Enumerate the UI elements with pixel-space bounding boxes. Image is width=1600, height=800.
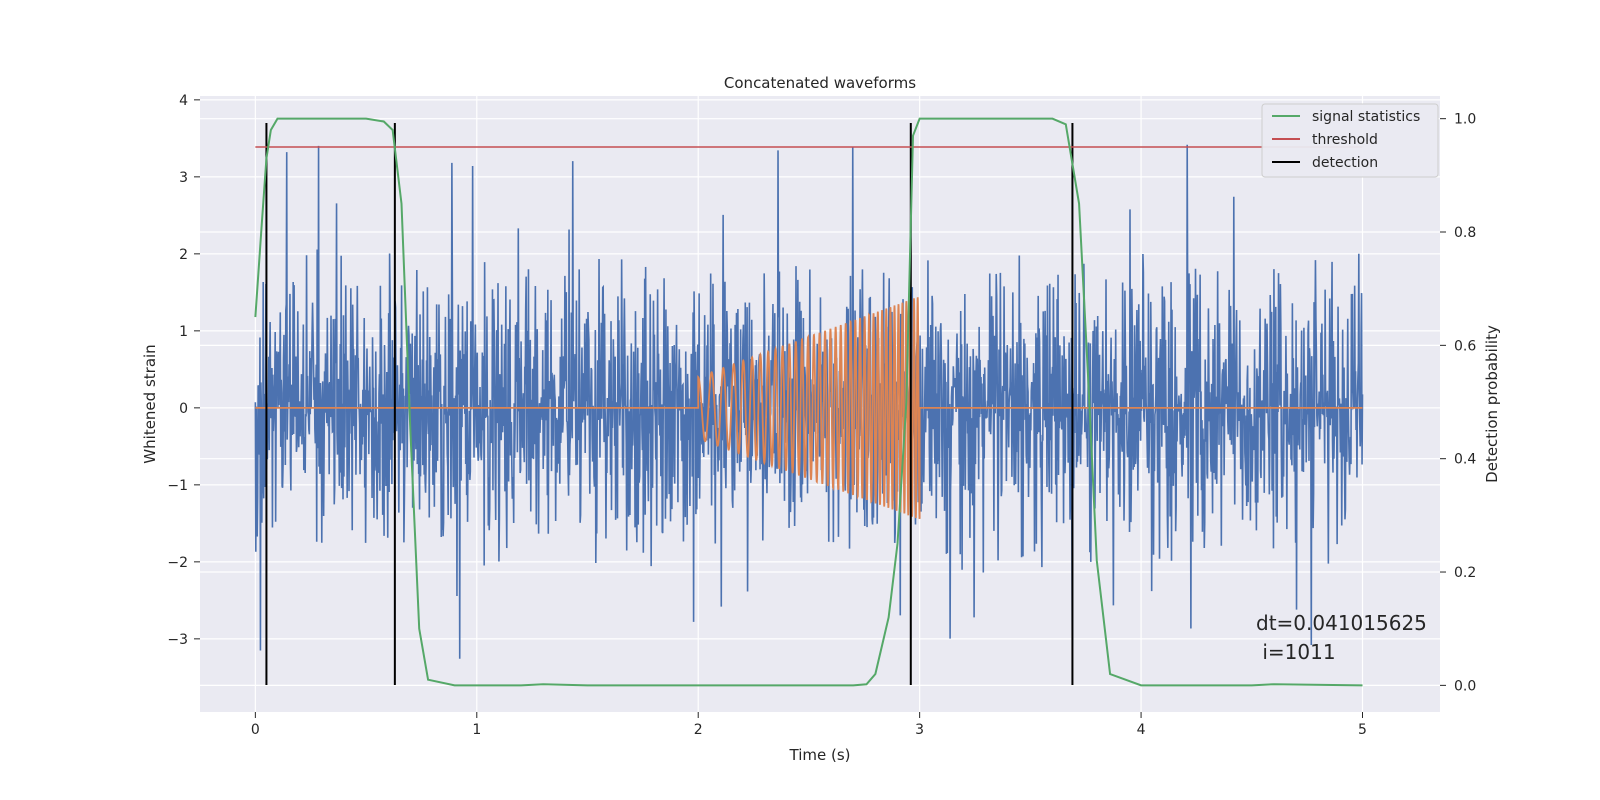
y-tick-label: 1 bbox=[179, 324, 188, 340]
y2-tick-label: 0.0 bbox=[1454, 678, 1476, 694]
y2-axis-label: Detection probability bbox=[1483, 325, 1501, 483]
y2-tick-label: 0.6 bbox=[1454, 338, 1476, 354]
axes: 0 1 2 3 4 5 −3 −2 −1 0 1 2 3 4 0.0 0.2 0.4 0.6 0.8 1.0 bbox=[167, 93, 1476, 738]
legend-label-signal: signal statistics bbox=[1312, 109, 1420, 125]
x-tick-label: 5 bbox=[1358, 722, 1367, 738]
grid bbox=[200, 96, 1440, 712]
x-axis-label: Time (s) bbox=[789, 746, 851, 764]
legend: signal statistics threshold detection bbox=[1261, 103, 1439, 178]
y-tick-label: −3 bbox=[167, 632, 188, 648]
y2-tick-label: 1.0 bbox=[1454, 112, 1476, 128]
y-tick-label: −1 bbox=[167, 478, 188, 494]
y-axis-label: Whitened strain bbox=[141, 344, 159, 463]
x-tick-label: 3 bbox=[915, 722, 924, 738]
legend-label-detection: detection bbox=[1312, 155, 1378, 171]
annotation-dt: dt=0.041015625 bbox=[1256, 611, 1427, 635]
legend-label-threshold: threshold bbox=[1312, 132, 1378, 148]
x-tick-label: 1 bbox=[472, 722, 481, 738]
legend-box bbox=[1261, 103, 1439, 178]
x-tick-label: 0 bbox=[251, 722, 260, 738]
annotation-index: i=1011 bbox=[1256, 640, 1336, 664]
template-series-line bbox=[255, 297, 1363, 520]
y-tick-label: 4 bbox=[179, 93, 188, 109]
chart-title: Concatenated waveforms bbox=[724, 74, 916, 92]
y-tick-label: 0 bbox=[179, 401, 188, 417]
y-tick-label: 2 bbox=[179, 247, 188, 263]
y2-tick-label: 0.4 bbox=[1454, 452, 1476, 468]
x-tick-label: 2 bbox=[694, 722, 703, 738]
x-tick-label: 4 bbox=[1137, 722, 1146, 738]
y-tick-label: 3 bbox=[179, 170, 188, 186]
data-layer bbox=[254, 117, 1364, 687]
y2-tick-label: 0.8 bbox=[1454, 225, 1476, 241]
y-tick-label: −2 bbox=[167, 555, 188, 571]
signal-statistics-line bbox=[254, 117, 1363, 687]
y2-tick-label: 0.2 bbox=[1454, 565, 1476, 581]
